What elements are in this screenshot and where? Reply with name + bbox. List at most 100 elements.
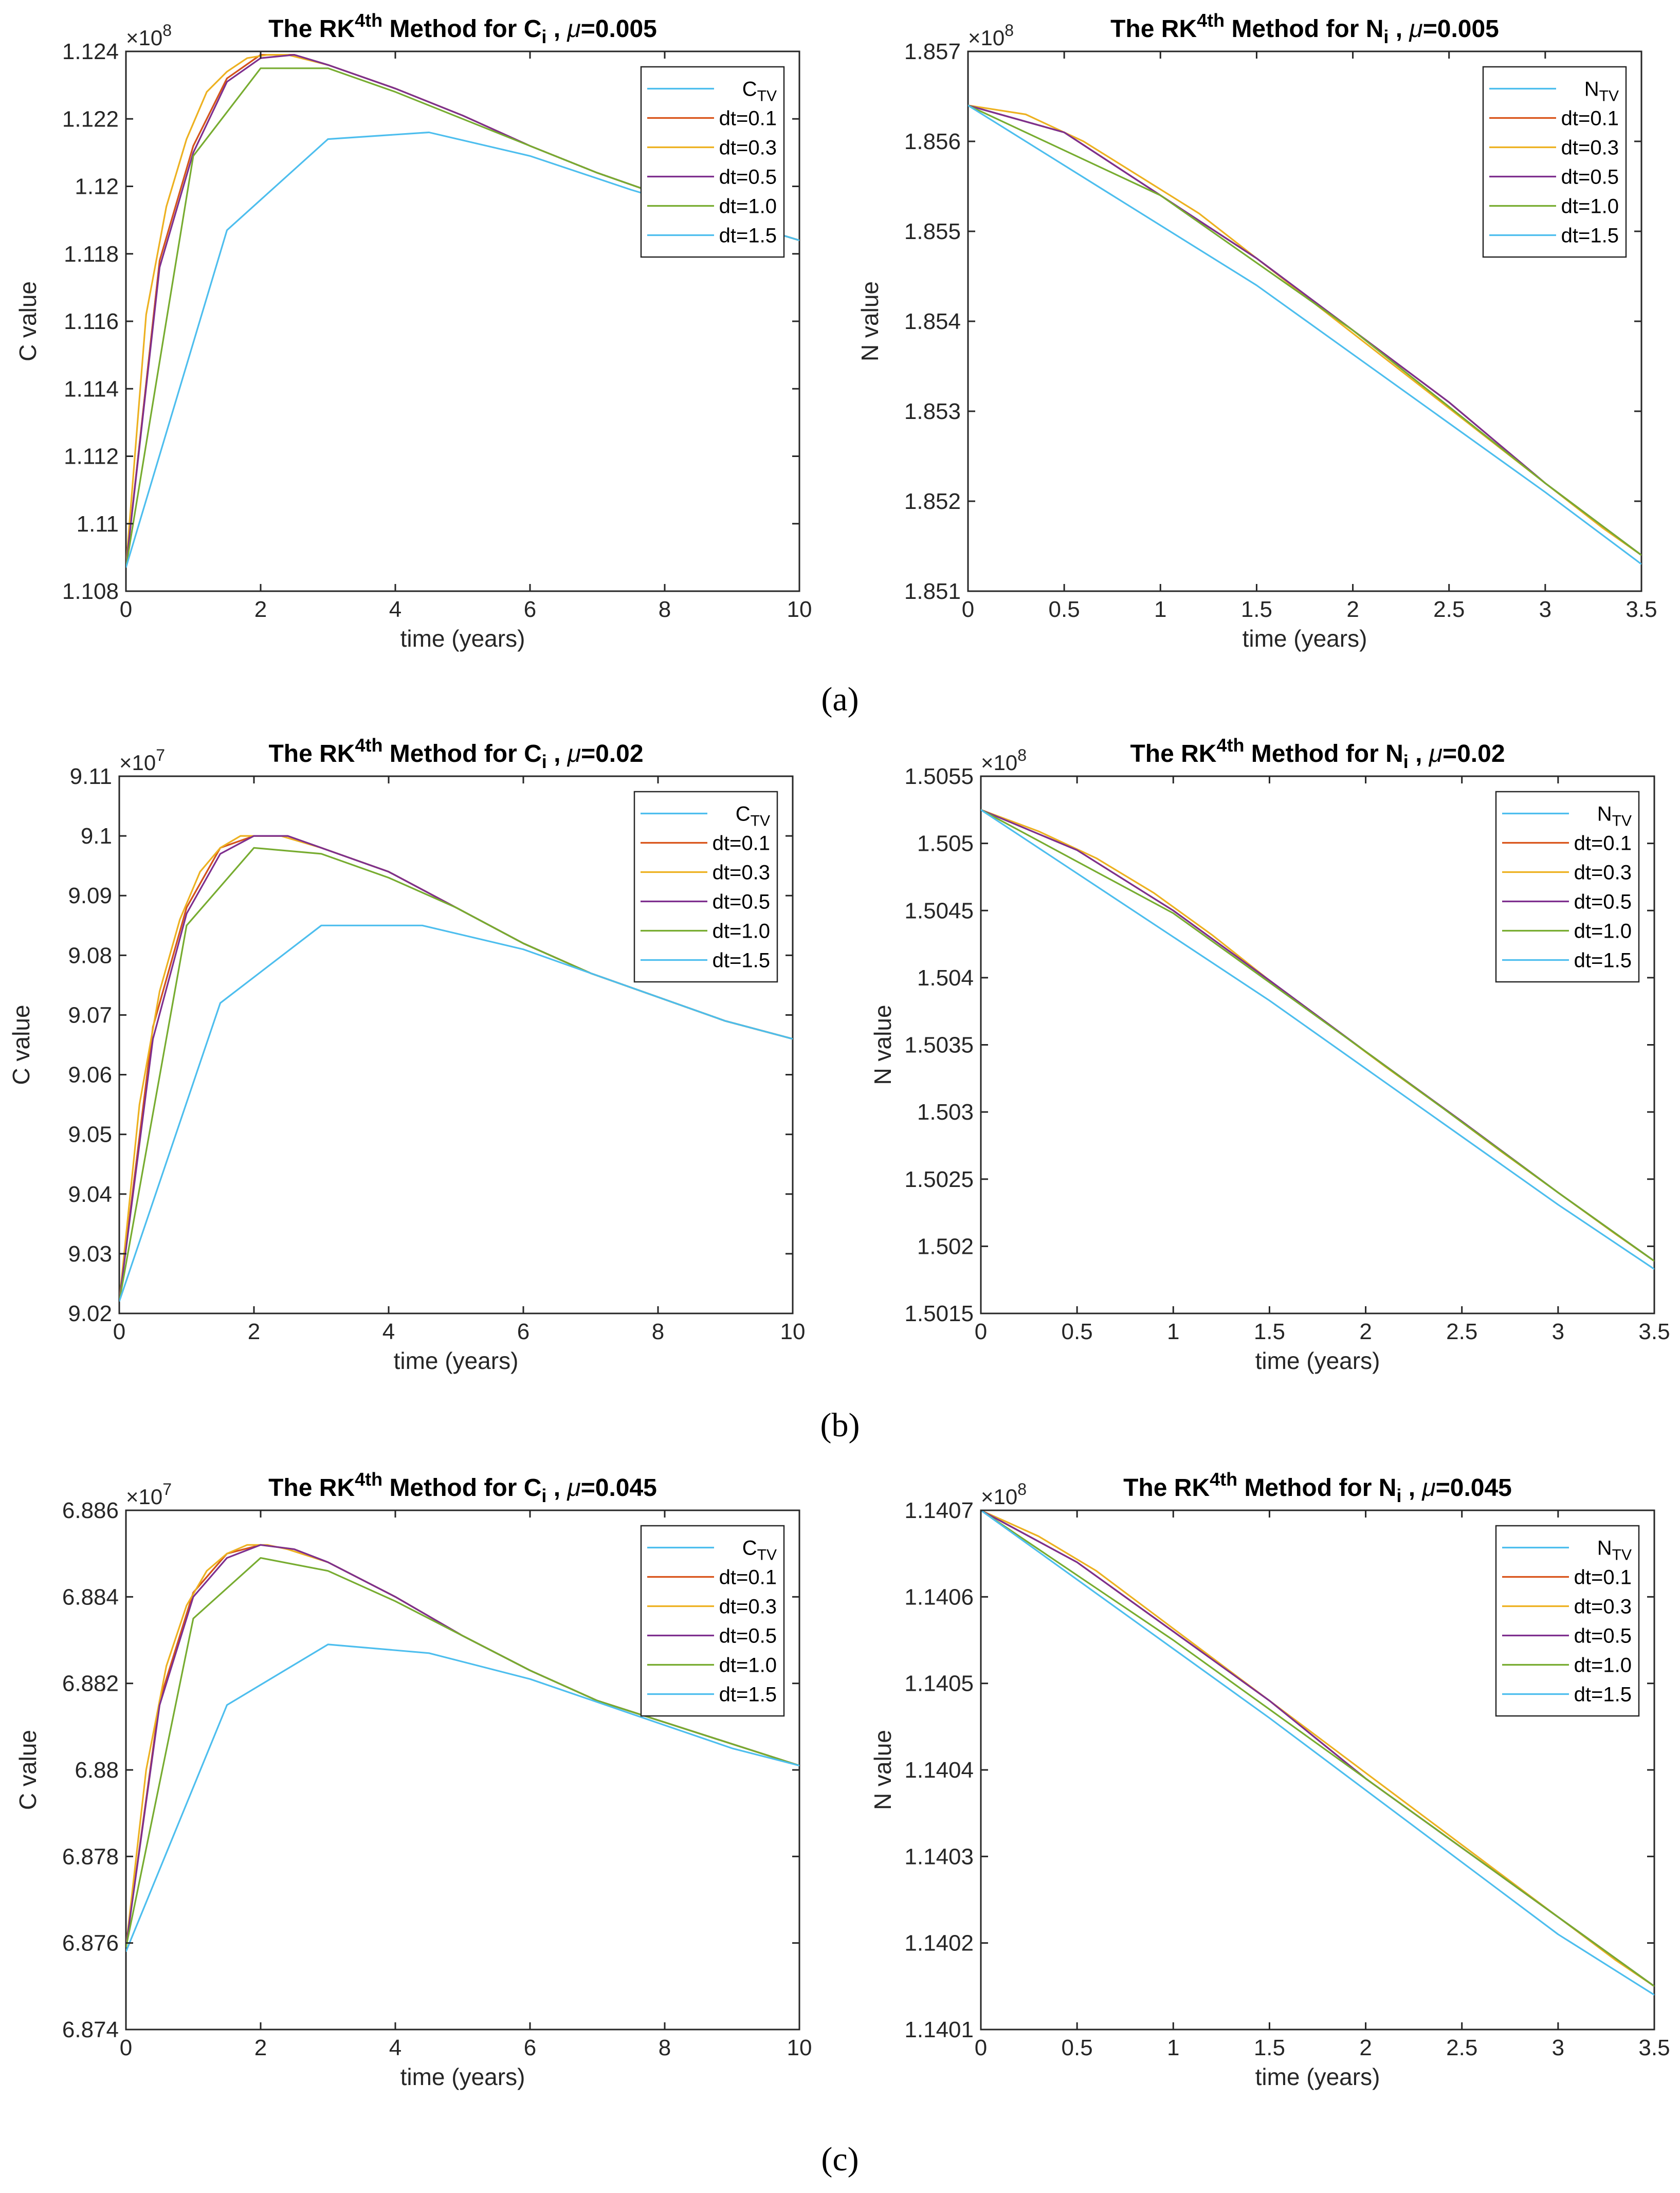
title-superscript: 4th xyxy=(1216,735,1244,756)
legend-entry-name: C xyxy=(742,78,757,101)
title-superscript: 4th xyxy=(355,10,382,31)
legend-entry-name: N xyxy=(1597,1537,1612,1560)
chart-a-N: 0 0.5 1 1.5 2 2.5 3 3.5 1.851 1.852 1.853 1.854 1.85… xyxy=(856,10,1657,652)
x-tick-label: 2 xyxy=(1346,597,1359,622)
y-tick-label: 1.1406 xyxy=(904,1584,974,1610)
y-tick-label: 1.5055 xyxy=(904,764,974,789)
chart-title: The RK4th Method for Ci , μ=0.02 xyxy=(268,735,643,772)
legend-entry: dt=0.3 xyxy=(719,1596,777,1618)
title-prefix: The RK xyxy=(268,15,355,43)
x-tick-label: 2.5 xyxy=(1446,2035,1477,2060)
legend-entry-name: dt=1.0 xyxy=(1574,1654,1632,1677)
title-middle: Method for C xyxy=(382,740,541,767)
axis-exponent: ×108 xyxy=(126,21,172,50)
legend-entry-name: dt=0.5 xyxy=(719,166,777,189)
legend-box xyxy=(1495,791,1640,983)
chart-c-C: 0 2 4 6 8 10 6.874 6.876 6.878 6.88 6.882 6.884 6.88… xyxy=(14,1469,812,2090)
y-tick-label: 9.1 xyxy=(81,824,112,849)
legend-entry: dt=1.0 xyxy=(1561,195,1619,218)
title-middle: Method for N xyxy=(1237,1474,1396,1502)
legend-entry-name: dt=0.1 xyxy=(719,1566,777,1589)
legend-entry: dt=0.1 xyxy=(719,107,777,130)
axis-exponent: ×107 xyxy=(119,746,165,775)
legend-entry-name: dt=0.5 xyxy=(1574,1625,1632,1648)
legend-entry: dt=0.5 xyxy=(1561,166,1619,189)
x-tick-label: 1.5 xyxy=(1241,597,1272,622)
x-tick-label: 4 xyxy=(389,597,401,622)
x-axis-label: time (years) xyxy=(400,2063,525,2090)
axis-exponent: ×108 xyxy=(968,21,1014,50)
legend-entry-name: C xyxy=(742,1537,757,1560)
legend-entry: dt=1.5 xyxy=(719,225,777,247)
legend-entry-name: dt=1.5 xyxy=(713,949,770,972)
series-line-dt=1.5 xyxy=(981,809,1654,1270)
legend-entry: dt=1.0 xyxy=(719,195,777,218)
legend-entry: dt=0.3 xyxy=(1574,862,1632,884)
series-line-dt=1.5 xyxy=(968,104,1641,565)
legend-entry: dt=1.5 xyxy=(1574,949,1632,972)
legend-entry-subscript: TV xyxy=(1612,813,1632,830)
x-axis-label: time (years) xyxy=(394,1347,519,1374)
legend-entry-name: dt=0.3 xyxy=(719,1596,777,1618)
y-tick-label: 9.05 xyxy=(68,1122,112,1147)
y-tick-label: 1.12 xyxy=(75,174,119,199)
title-mu-symbol: μ xyxy=(566,15,580,43)
legend-entry-name: dt=0.1 xyxy=(1574,832,1632,855)
title-mu-symbol: μ xyxy=(1428,740,1442,767)
x-axis-label: time (years) xyxy=(400,625,525,652)
y-tick-label: 6.884 xyxy=(62,1584,119,1610)
y-tick-label: 1.853 xyxy=(904,399,961,424)
exponent-base: ×10 xyxy=(981,1485,1017,1509)
legend-entry: dt=0.5 xyxy=(713,891,770,913)
y-tick-label: 1.5035 xyxy=(904,1033,974,1058)
y-tick-label: 9.11 xyxy=(70,764,112,789)
legend-entry-name: dt=0.5 xyxy=(719,1625,777,1648)
x-tick-label: 8 xyxy=(659,597,671,622)
y-axis-label: N value xyxy=(869,1005,896,1085)
exponent-base: ×10 xyxy=(119,751,156,775)
chart-a-C: 0 2 4 6 8 10 1.108 1.11 1.112 1.114 1.116 1.118 1.12… xyxy=(14,10,812,652)
legend-entry: CTV xyxy=(742,78,777,105)
title-separator: , xyxy=(546,1474,567,1502)
legend-entry: dt=1.5 xyxy=(719,1684,777,1706)
legend-entry: CTV xyxy=(736,803,770,830)
exponent-power: 7 xyxy=(156,746,165,764)
x-tick-label: 2 xyxy=(1359,1319,1372,1344)
title-prefix: The RK xyxy=(1130,740,1216,767)
legend-entry: dt=0.3 xyxy=(1574,1596,1632,1618)
y-tick-label: 1.5045 xyxy=(904,898,974,923)
x-tick-label: 2 xyxy=(254,2035,267,2060)
legend-entry: dt=1.0 xyxy=(1574,1654,1632,1677)
title-subscript: i xyxy=(1383,26,1389,47)
legend-entry: NTV xyxy=(1597,1537,1632,1564)
x-tick-label: 0.5 xyxy=(1049,597,1080,622)
x-tick-label: 1.5 xyxy=(1254,1319,1285,1344)
series-line-dt=1.5 xyxy=(119,924,793,1302)
legend-entry: CTV xyxy=(742,1537,777,1564)
title-mu-symbol: μ xyxy=(567,740,581,767)
chart-title: The RK4th Method for Ni , μ=0.005 xyxy=(1110,10,1499,47)
y-tick-label: 1.1401 xyxy=(904,2017,974,2042)
title-prefix: The RK xyxy=(1110,15,1197,43)
legend-box xyxy=(1495,1525,1640,1717)
legend-entry: NTV xyxy=(1597,803,1632,830)
legend-entry: dt=0.5 xyxy=(719,166,777,189)
legend-entry-name: dt=0.5 xyxy=(1574,891,1632,913)
legend-entry-name: dt=0.1 xyxy=(1561,107,1619,130)
x-tick-label: 10 xyxy=(780,1319,806,1344)
legend-entry: dt=1.5 xyxy=(1561,225,1619,247)
x-tick-label: 4 xyxy=(382,1319,395,1344)
y-tick-label: 1.1402 xyxy=(904,1931,974,1956)
y-tick-label: 1.851 xyxy=(904,579,961,604)
y-tick-label: 1.852 xyxy=(904,489,961,514)
legend-entry-name: dt=1.0 xyxy=(1561,195,1619,218)
title-superscript: 4th xyxy=(355,735,382,756)
x-tick-label: 0 xyxy=(962,597,974,622)
x-tick-label: 1.5 xyxy=(1254,2035,1285,2060)
x-axis-label: time (years) xyxy=(1243,625,1367,652)
legend-entry-name: N xyxy=(1584,78,1599,101)
y-tick-label: 1.11 xyxy=(77,511,119,537)
legend-entry-name: dt=1.0 xyxy=(719,195,777,218)
